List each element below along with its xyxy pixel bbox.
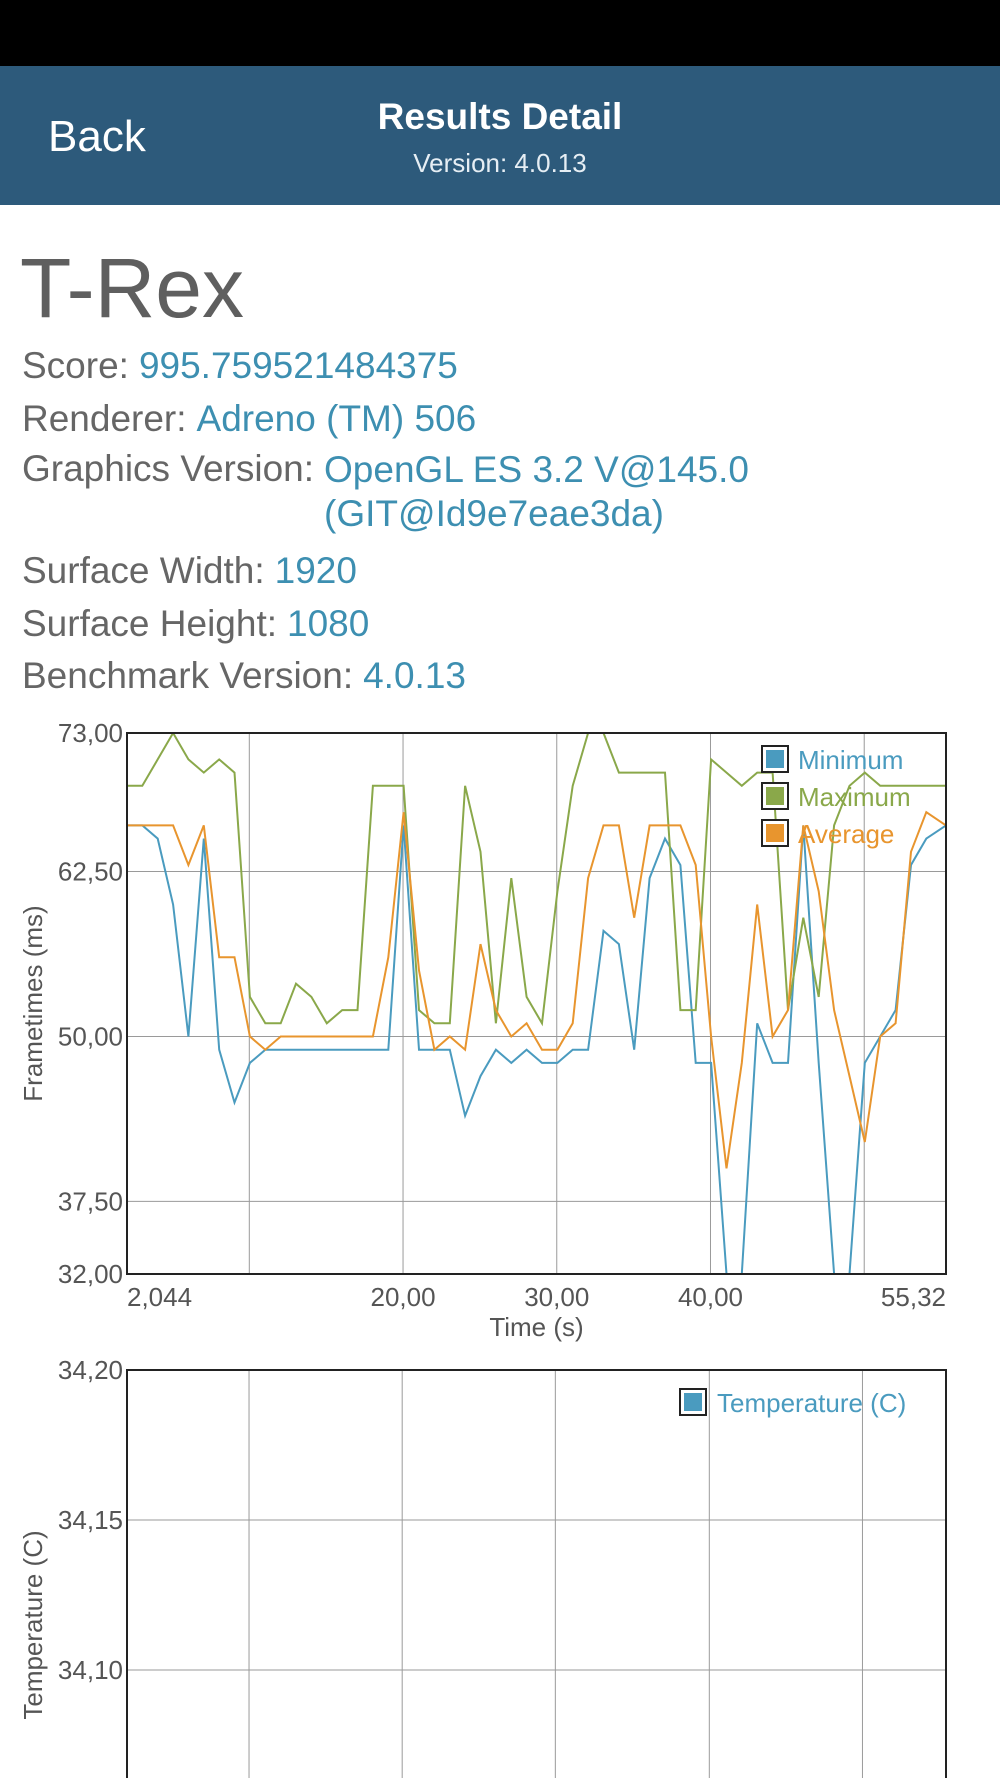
series-line-minimum [127, 824, 946, 1274]
surface-width-row: Surface Width: 1920 [22, 550, 357, 592]
benchmark-version-value: 4.0.13 [363, 655, 466, 696]
series-line-maximum [127, 733, 946, 1027]
y-tick-label: 37,50 [58, 1186, 123, 1216]
legend-swatch-minimum [766, 750, 784, 768]
version-subtitle: Version: 4.0.13 [413, 148, 587, 178]
x-tick-label: 30,00 [524, 1282, 589, 1312]
back-button[interactable]: Back [48, 112, 146, 161]
x-tick-label: 55,32 [881, 1282, 946, 1312]
app-bar: Back Results Detail Version: 4.0.13 [0, 66, 1000, 205]
graphics-version-value: OpenGL ES 3.2 V@145.0 (GIT@Id9e7eae3da) [324, 449, 749, 534]
frametimes-chart: 73,00 62,50 50,00 37,50 32,002,044 20,00 30,00… [18, 720, 947, 1342]
surface-width-value: 1920 [274, 550, 357, 591]
status-bar [0, 0, 1000, 66]
legend-swatch-temperature [684, 1393, 702, 1411]
y-tick-label: 32,00 [58, 1259, 123, 1289]
x-tick-label: 2,044 [127, 1282, 192, 1312]
legend-swatch-maximum [766, 787, 784, 805]
renderer-row: Renderer: Adreno (TM) 506 [22, 398, 476, 440]
surface-width-label: Surface Width: [22, 550, 265, 591]
y-tick-label: 62,50 [58, 857, 123, 887]
score-label: Score: [22, 345, 129, 386]
y-axis-label: Temperature (C) [18, 1530, 48, 1719]
benchmark-version-label: Benchmark Version: [22, 655, 354, 696]
x-tick-label: 40,00 [678, 1282, 743, 1312]
x-tick-label: 20,00 [370, 1282, 435, 1312]
graphics-version-row: Graphics Version: OpenGL ES 3.2 V@145.0 … [22, 448, 749, 536]
legend-label-maximum: Maximum [798, 782, 911, 812]
legend-label-temperature: Temperature (C) [717, 1388, 906, 1418]
renderer-label: Renderer: [22, 398, 187, 439]
legend-swatch-average [766, 824, 784, 842]
y-tick-label: 50,00 [58, 1021, 123, 1051]
graphics-version-label: Graphics Version: [22, 448, 315, 489]
benchmark-version-row: Benchmark Version: 4.0.13 [22, 655, 466, 697]
benchmark-name: T-Rex [20, 241, 245, 335]
y-tick-label: 34,10 [58, 1655, 123, 1685]
y-axis-label: Frametimes (ms) [18, 905, 48, 1101]
y-tick-label: 73,00 [58, 720, 123, 748]
series-line-average [127, 810, 946, 1169]
y-tick-label: 34,15 [58, 1505, 123, 1535]
plot-frame [126, 1369, 947, 1778]
surface-height-value: 1080 [287, 603, 370, 644]
legend-label-minimum: Minimum [798, 745, 903, 775]
score-row: Score: 995.759521484375 [22, 345, 458, 387]
surface-height-label: Surface Height: [22, 603, 278, 644]
x-axis-label: Time (s) [489, 1312, 583, 1342]
plot-frame [126, 732, 947, 1275]
surface-height-row: Surface Height: 1080 [22, 603, 369, 645]
y-tick-label: 34,20 [58, 1355, 123, 1385]
renderer-value: Adreno (TM) 506 [196, 398, 477, 439]
page-title: Results Detail [377, 96, 623, 137]
score-value: 995.759521484375 [138, 345, 458, 386]
legend-label-average: Average [798, 819, 894, 849]
